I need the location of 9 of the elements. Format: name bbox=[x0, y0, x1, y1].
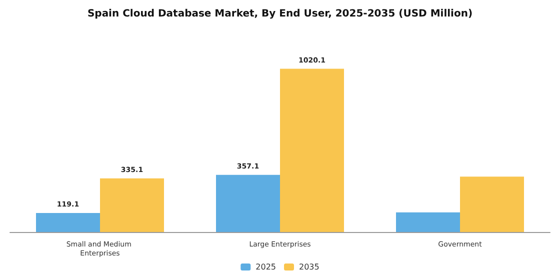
bar bbox=[280, 68, 344, 232]
chart-title: Spain Cloud Database Market, By End User, 2025-2035 (USD Million) bbox=[87, 8, 473, 20]
legend-label: 2025 bbox=[256, 262, 276, 272]
bar bbox=[100, 178, 164, 232]
bar bbox=[36, 212, 100, 232]
bar bbox=[396, 212, 460, 232]
legend-label: 2035 bbox=[299, 262, 320, 272]
bar bbox=[216, 174, 280, 232]
bar bbox=[460, 176, 524, 232]
